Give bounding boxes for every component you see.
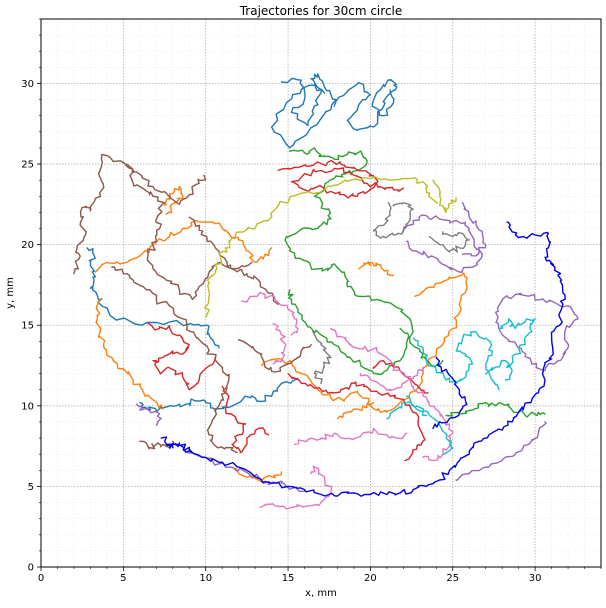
trajectory-line xyxy=(429,231,470,253)
trajectory-line xyxy=(333,79,398,131)
axis-ticks: 0 5 10 15 20 25 30 0 5 10 15 20 25 30 xyxy=(21,18,602,584)
trajectory-line xyxy=(259,465,333,510)
trajectory-line xyxy=(139,377,299,413)
trajectories xyxy=(73,73,579,510)
trajectory-line xyxy=(445,401,546,418)
trajectory-line xyxy=(386,401,428,420)
trajectory-line xyxy=(498,318,536,368)
y-axis-label: y, mm xyxy=(5,277,16,309)
x-tick-label: 25 xyxy=(446,573,459,584)
trajectory-line xyxy=(111,266,238,454)
trajectory-line xyxy=(494,292,579,372)
trajectory-line xyxy=(73,153,253,301)
trajectory-line xyxy=(293,427,408,446)
trajectory-line xyxy=(432,179,457,214)
trajectory-line xyxy=(185,451,306,493)
trajectory-line xyxy=(432,356,468,430)
x-tick-label: 30 xyxy=(529,573,542,584)
y-tick-label: 30 xyxy=(21,79,34,90)
trajectory-line xyxy=(261,272,468,413)
y-tick-label: 10 xyxy=(21,401,34,412)
trajectory-line xyxy=(95,298,164,410)
x-tick-label: 20 xyxy=(364,573,377,584)
y-tick-label: 15 xyxy=(21,321,34,332)
trajectory-line xyxy=(204,176,438,318)
trajectory-line xyxy=(94,219,273,273)
trajectory-line xyxy=(287,372,426,462)
y-tick-label: 5 xyxy=(28,482,34,493)
trajectory-line xyxy=(284,147,414,376)
trajectory-line xyxy=(330,327,454,462)
x-tick-label: 0 xyxy=(38,573,44,584)
trajectory-line xyxy=(277,159,405,199)
trajectory-line xyxy=(147,322,217,391)
trajectory-line xyxy=(485,359,513,381)
trajectory-line xyxy=(336,401,375,420)
trajectory-line xyxy=(221,385,269,454)
x-tick-label: 15 xyxy=(282,573,295,584)
trajectory-line xyxy=(312,331,332,384)
trajectory-line xyxy=(125,163,207,206)
trajectory-line xyxy=(135,403,162,426)
trajectory-line xyxy=(241,291,299,336)
x-axis-label: x, mm xyxy=(305,588,337,599)
y-tick-label: 20 xyxy=(21,240,34,251)
trajectory-line xyxy=(402,214,484,273)
x-tick-label: 10 xyxy=(199,573,212,584)
trajectory-line xyxy=(188,216,279,305)
trajectory-line xyxy=(461,202,487,257)
trajectory-line xyxy=(455,421,547,481)
y-tick-label: 0 xyxy=(28,563,34,574)
trajectory-line xyxy=(237,339,312,373)
y-tick-label: 25 xyxy=(21,160,34,171)
x-tick-label: 5 xyxy=(120,573,126,584)
trajectory-line xyxy=(165,442,194,454)
trajectory-line xyxy=(160,221,566,497)
trajectory-line xyxy=(358,261,395,277)
trajectory-line xyxy=(272,322,287,365)
chart-title: Trajectories for 30cm circle xyxy=(239,4,403,18)
trajectory-line xyxy=(373,202,414,239)
trajectory-line xyxy=(412,331,500,391)
trajectory-line xyxy=(405,395,454,455)
trajectory-line xyxy=(270,73,337,149)
trajectory-line xyxy=(359,366,424,392)
trajectory-line xyxy=(86,247,220,349)
